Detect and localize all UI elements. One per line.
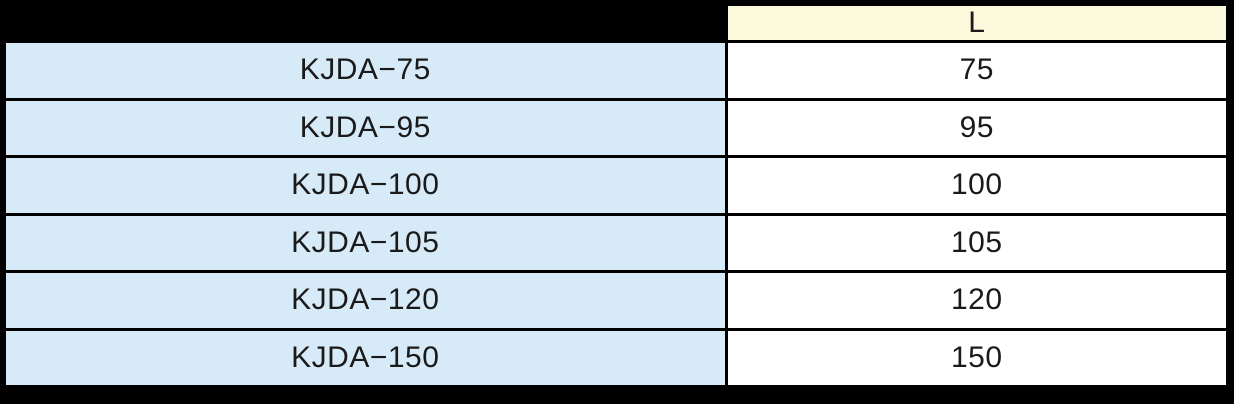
table-row: KJDA−100 100 — [3, 155, 1230, 216]
header-l-cell: L — [724, 3, 1230, 43]
header-model-cell — [3, 3, 728, 43]
header-row: L — [3, 3, 1230, 43]
l-value-cell: 150 — [724, 327, 1230, 388]
table-row: KJDA−105 105 — [3, 212, 1230, 273]
table-row: KJDA−95 95 — [3, 97, 1230, 158]
l-value-cell: 75 — [724, 40, 1230, 101]
model-cell: KJDA−120 — [3, 270, 728, 331]
spec-table: L KJDA−75 75 KJDA−95 95 KJDA−100 100 KJDA−105 1… — [3, 3, 1230, 388]
table-row: KJDA−120 120 — [3, 270, 1230, 331]
model-cell: KJDA−150 — [3, 327, 728, 388]
model-cell: KJDA−75 — [3, 40, 728, 101]
table-row: KJDA−75 75 — [3, 40, 1230, 101]
l-value-cell: 100 — [724, 155, 1230, 216]
l-value-cell: 95 — [724, 97, 1230, 158]
l-value-cell: 105 — [724, 212, 1230, 273]
model-cell: KJDA−105 — [3, 212, 728, 273]
l-value-cell: 120 — [724, 270, 1230, 331]
model-cell: KJDA−95 — [3, 97, 728, 158]
model-cell: KJDA−100 — [3, 155, 728, 216]
table-body: KJDA−75 75 KJDA−95 95 KJDA−100 100 KJDA−105 105… — [3, 40, 1230, 388]
table-row: KJDA−150 150 — [3, 327, 1230, 388]
